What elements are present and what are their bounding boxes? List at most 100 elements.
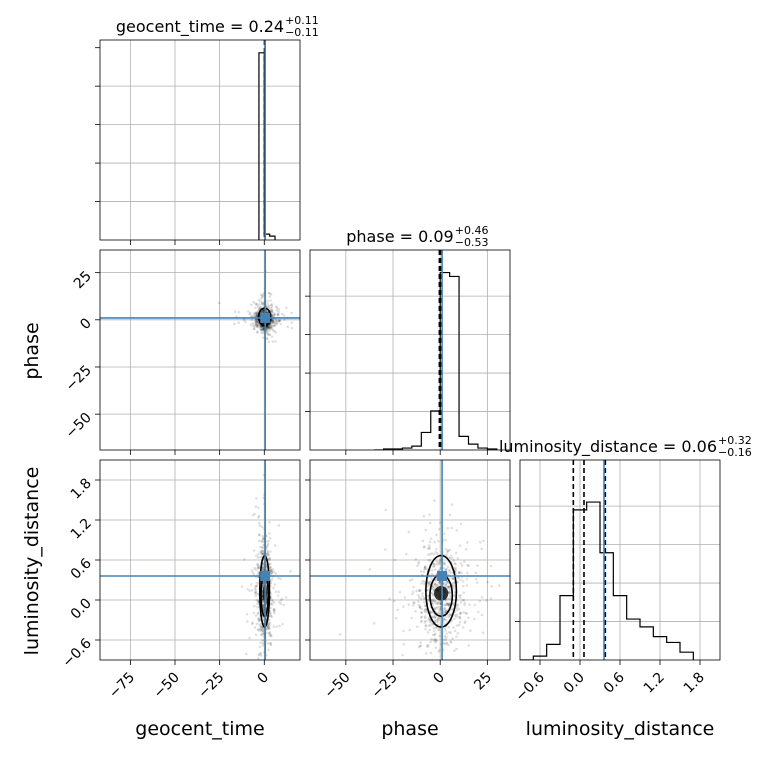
scatter-point xyxy=(402,642,406,646)
scatter-point xyxy=(262,567,265,570)
scatter-point xyxy=(466,564,469,567)
scatter-point xyxy=(384,508,387,512)
scatter-point xyxy=(260,328,263,332)
scatter-point xyxy=(268,327,271,330)
scatter-point xyxy=(278,318,281,322)
scatter-point xyxy=(423,600,426,604)
scatter-point xyxy=(256,611,260,614)
scatter-point xyxy=(267,709,270,712)
scatter-point xyxy=(414,557,418,561)
scatter-point xyxy=(396,608,400,612)
scatter-point xyxy=(256,324,259,328)
scatter-point xyxy=(445,642,449,646)
scatter-point xyxy=(423,608,427,612)
scatter-point xyxy=(266,325,270,329)
scatter-point xyxy=(459,562,463,565)
scatter-point xyxy=(262,309,266,312)
scatter-point xyxy=(270,303,274,306)
scatter-point xyxy=(270,665,273,668)
x-tick-label: −0.6 xyxy=(512,669,547,704)
scatter-point xyxy=(253,604,256,608)
scatter-point xyxy=(430,552,434,555)
scatter-point xyxy=(466,541,469,544)
scatter-point xyxy=(423,566,427,569)
scatter-point xyxy=(338,633,342,636)
scatter-point xyxy=(416,625,419,629)
scatter-point xyxy=(417,603,421,607)
scatter-point xyxy=(261,568,264,572)
x-tick-label: −50 xyxy=(321,670,353,702)
scatter-point xyxy=(417,596,421,600)
scatter-point xyxy=(417,562,420,565)
scatter-point xyxy=(445,601,449,605)
scatter-point xyxy=(446,603,450,606)
scatter-point xyxy=(461,626,465,629)
scatter-point xyxy=(280,312,284,316)
scatter-point xyxy=(266,542,270,546)
scatter-point xyxy=(249,583,253,586)
scatter-point xyxy=(260,552,264,556)
scatter-point xyxy=(442,562,446,565)
scatter-point xyxy=(252,314,256,318)
scatter-point xyxy=(272,625,276,628)
scatter-point xyxy=(455,613,459,617)
scatter-point xyxy=(457,571,461,574)
scatter-point xyxy=(423,566,427,569)
scatter-point xyxy=(398,590,402,594)
scatter-point xyxy=(255,303,258,306)
scatter-point xyxy=(480,613,484,617)
scatter-point xyxy=(416,564,419,568)
scatter-point xyxy=(269,606,273,610)
scatter-point xyxy=(255,581,258,585)
scatter-point xyxy=(421,539,425,543)
scatter-point xyxy=(267,333,271,337)
scatter-point xyxy=(255,310,259,314)
scatter-point xyxy=(433,637,437,641)
scatter-point xyxy=(255,323,259,327)
scatter-point xyxy=(272,324,276,328)
scatter-point xyxy=(257,514,261,518)
scatter-point xyxy=(264,690,267,693)
scatter-point xyxy=(258,533,261,537)
scatter-point xyxy=(444,729,447,732)
scatter-point xyxy=(435,602,439,605)
scatter-point xyxy=(426,598,430,602)
scatter-point xyxy=(432,552,436,556)
scatter-point xyxy=(261,328,264,331)
scatter-point xyxy=(431,599,435,603)
scatter-point xyxy=(266,642,270,645)
scatter-point xyxy=(444,583,448,586)
scatter-point xyxy=(262,328,265,331)
title-luminosity-distance: luminosity_distance = 0.06 xyxy=(499,437,717,457)
scatter-point xyxy=(438,581,441,585)
scatter-point xyxy=(394,616,398,620)
scatter-point xyxy=(260,633,264,637)
scatter-point xyxy=(422,514,426,518)
scatter-point xyxy=(271,340,275,343)
scatter-point xyxy=(261,302,264,306)
scatter-point xyxy=(419,620,423,624)
scatter-point xyxy=(247,310,250,313)
scatter-point xyxy=(271,568,275,571)
scatter-point xyxy=(437,600,441,603)
scatter-point xyxy=(434,618,438,622)
scatter-point xyxy=(450,526,454,530)
scatter-point xyxy=(462,611,465,614)
scatter-point xyxy=(262,583,265,587)
scatter-point xyxy=(444,638,448,641)
scatter-point xyxy=(453,649,456,653)
scatter-point xyxy=(252,549,256,552)
scatter-point xyxy=(269,322,272,326)
scatter-point xyxy=(418,589,421,592)
title-phase-minus: −0.53 xyxy=(455,236,489,249)
x-tick-label: −25 xyxy=(195,670,227,702)
scatter-point xyxy=(428,546,431,549)
panel-frame xyxy=(309,249,511,451)
title-phase: phase = 0.09 xyxy=(346,227,453,246)
scatter-point xyxy=(445,632,448,635)
scatter-point xyxy=(477,610,480,614)
scatter-point xyxy=(434,547,438,551)
x-tick-label: 0.6 xyxy=(601,669,628,696)
scatter-point xyxy=(450,577,454,580)
scatter-point xyxy=(249,303,253,307)
